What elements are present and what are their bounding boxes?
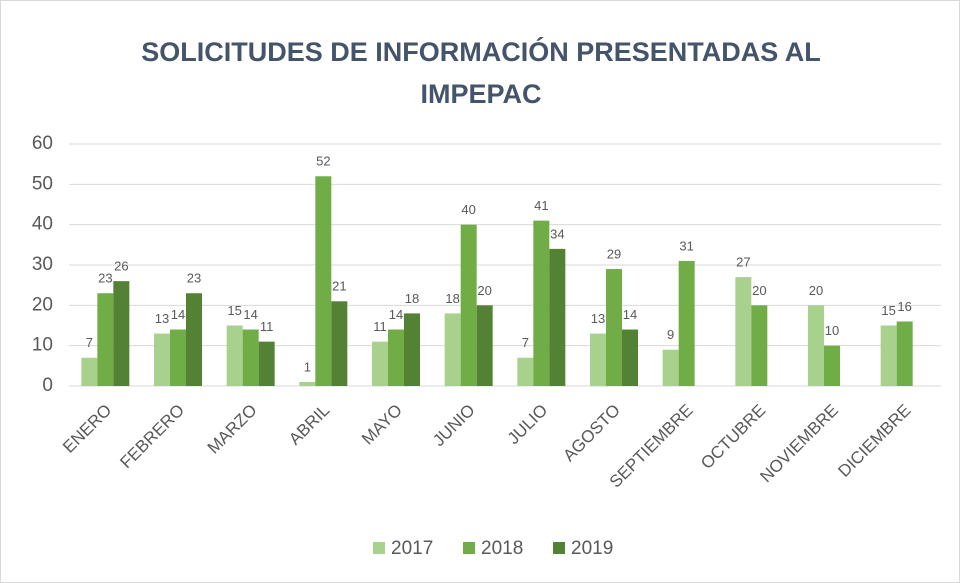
value-label: 20: [809, 283, 823, 298]
bar: [735, 277, 752, 386]
bar: [97, 293, 114, 386]
x-tick-label: ENERO: [59, 401, 115, 457]
bar: [678, 260, 695, 386]
y-tick-label: 40: [32, 214, 53, 235]
value-label: 21: [332, 279, 346, 294]
value-label: 26: [114, 259, 128, 274]
bar: [880, 325, 897, 386]
value-label: 18: [405, 291, 419, 306]
bar: [404, 313, 420, 386]
value-label: 1: [304, 359, 311, 374]
value-label: 20: [752, 283, 766, 298]
bar: [154, 333, 170, 386]
value-label: 11: [373, 319, 387, 334]
bar: [299, 381, 316, 386]
bar: [622, 329, 638, 386]
bar: [549, 248, 566, 386]
bar: [808, 305, 824, 386]
value-label: 23: [187, 271, 201, 286]
value-label: 11: [260, 319, 274, 334]
bar: [751, 305, 768, 386]
value-label: 9: [667, 327, 674, 342]
bar: [315, 176, 332, 386]
bar: [226, 325, 243, 386]
legend-swatch: [553, 542, 565, 554]
bar: [81, 357, 98, 386]
value-label: 13: [155, 311, 169, 326]
y-tick-label: 20: [32, 294, 53, 315]
value-label: 34: [550, 226, 564, 241]
x-tick-label: OCTUBRE: [697, 401, 769, 473]
legend-label: 2019: [571, 538, 613, 559]
bar: [896, 321, 913, 386]
chart-title: SOLICITUDES DE INFORMACIÓN PRESENTADAS A…: [141, 37, 821, 109]
bar: [533, 220, 550, 386]
value-label: 41: [534, 198, 548, 213]
x-tick-label: AGOSTO: [559, 401, 624, 466]
bar: [186, 293, 202, 386]
value-label: 29: [607, 246, 621, 261]
x-tick-label: DICIEMBRE: [834, 401, 914, 481]
y-tick-label: 30: [32, 254, 53, 275]
value-label: 13: [591, 311, 605, 326]
value-label: 52: [316, 154, 330, 169]
y-tick-label: 60: [32, 133, 53, 154]
value-label: 15: [881, 303, 895, 318]
value-label: 16: [897, 299, 911, 314]
value-label: 27: [736, 255, 750, 270]
y-tick-label: 50: [32, 173, 53, 194]
value-label: 7: [522, 335, 529, 350]
bar: [258, 341, 275, 386]
value-label: 10: [825, 323, 839, 338]
x-tick-label: JUNIO: [429, 401, 478, 450]
legend-label: 2018: [481, 538, 523, 559]
value-label: 23: [98, 271, 112, 286]
value-label: 18: [445, 291, 459, 306]
bar: [590, 333, 606, 386]
bar: [606, 269, 622, 386]
bar: [331, 301, 348, 386]
y-tick-label: 10: [32, 335, 53, 356]
bar: [444, 313, 461, 386]
value-label: 14: [389, 307, 403, 322]
bar: [242, 329, 259, 386]
x-tick-label: MAYO: [358, 401, 406, 449]
x-tick-label: ABRIL: [285, 401, 333, 449]
x-tick-label: NOVIEMBRE: [756, 401, 842, 487]
bar: [662, 349, 679, 386]
x-tick-label: JULIO: [504, 401, 552, 449]
value-label: 7: [86, 335, 93, 350]
legend-swatch: [373, 542, 385, 554]
bar: [170, 329, 186, 386]
bar: [824, 345, 840, 386]
bar: [460, 224, 477, 386]
x-tick-label: MARZO: [204, 401, 261, 458]
legend-label: 2017: [391, 538, 433, 559]
value-label: 14: [243, 307, 257, 322]
bar: [517, 357, 534, 386]
x-tick-label: FEBRERO: [116, 401, 188, 473]
legend-swatch: [463, 542, 475, 554]
value-label: 31: [679, 238, 693, 253]
bar: [476, 305, 493, 386]
value-label: 14: [623, 307, 637, 322]
bar: [372, 341, 388, 386]
value-label: 15: [227, 303, 241, 318]
value-label: 40: [461, 202, 475, 217]
value-label: 20: [477, 283, 491, 298]
bar: [388, 329, 404, 386]
y-tick-label: 0: [42, 375, 53, 396]
bar: [113, 281, 130, 386]
value-label: 14: [171, 307, 185, 322]
